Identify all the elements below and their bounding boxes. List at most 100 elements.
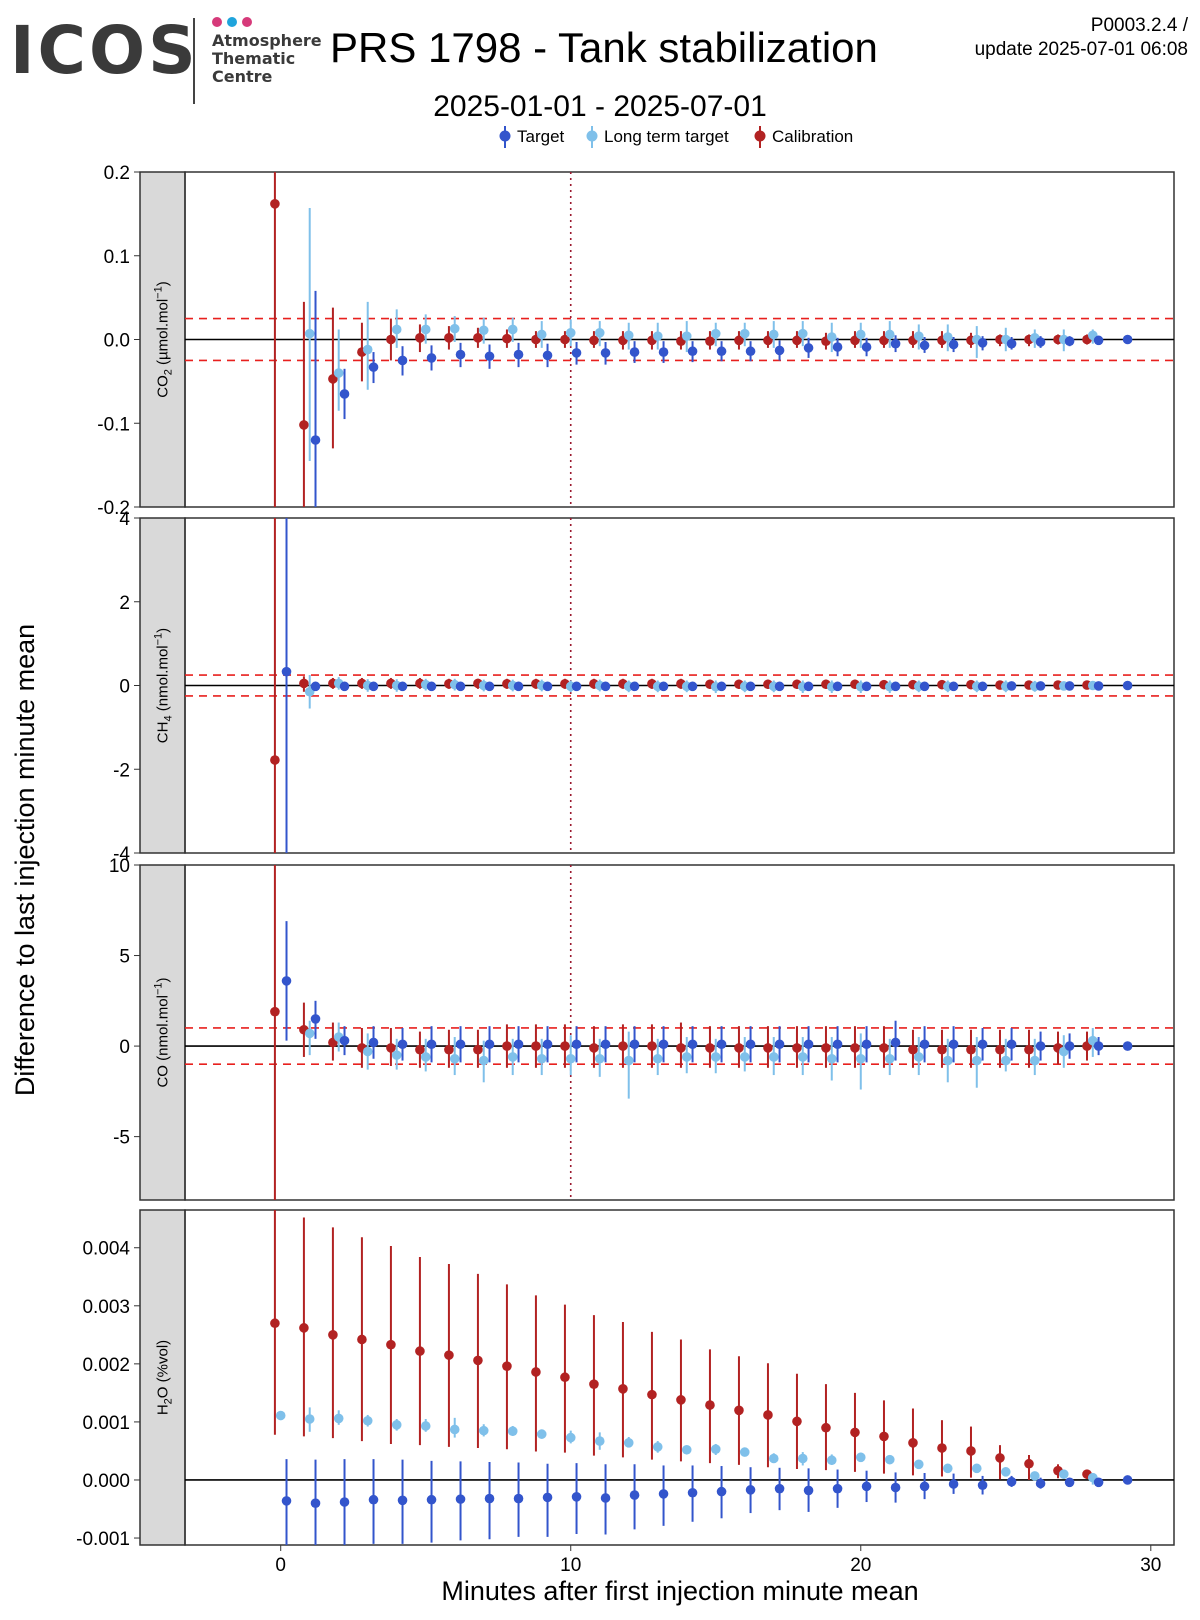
data-point xyxy=(705,1043,715,1053)
data-point xyxy=(861,342,872,352)
logo-line-3: Centre xyxy=(212,67,273,86)
data-point xyxy=(884,1454,895,1465)
data-point xyxy=(507,1052,518,1062)
data-point xyxy=(484,1039,495,1050)
y-tick-label: 10 xyxy=(109,856,130,877)
data-point xyxy=(1006,1039,1017,1050)
data-point xyxy=(855,1053,866,1064)
data-point xyxy=(531,1041,541,1051)
data-point xyxy=(826,1053,837,1064)
data-point xyxy=(426,1039,437,1050)
data-point xyxy=(571,348,582,358)
data-point xyxy=(484,351,495,362)
strip-label-part: 4 xyxy=(163,715,175,721)
data-point xyxy=(391,1420,402,1430)
y-tick-label: 0.001 xyxy=(82,1413,130,1434)
x-tick-label: 30 xyxy=(1140,1555,1161,1576)
data-point xyxy=(1035,337,1046,347)
strip-label-part: ) xyxy=(155,281,172,286)
data-point xyxy=(797,328,808,339)
data-point xyxy=(705,336,715,346)
data-point xyxy=(420,1052,431,1062)
strip-label-part: CO xyxy=(155,375,172,398)
data-point xyxy=(745,1039,756,1050)
y-tick-label: 0 xyxy=(119,677,130,698)
x-tick-label: 0 xyxy=(275,1555,286,1576)
data-point xyxy=(913,331,924,341)
legend-key-dot xyxy=(754,130,766,142)
data-point xyxy=(1024,1044,1034,1055)
series-target xyxy=(310,290,1133,507)
panel-strip xyxy=(139,1209,186,1546)
data-point xyxy=(386,1043,396,1053)
logo-dot-3 xyxy=(242,17,252,27)
data-point xyxy=(792,1043,802,1053)
data-point xyxy=(658,1489,669,1499)
data-point xyxy=(1024,1458,1034,1469)
data-point xyxy=(1006,338,1017,349)
data-point xyxy=(658,681,669,692)
data-point xyxy=(560,1372,570,1383)
y-tick-label: 2 xyxy=(119,593,130,614)
data-point xyxy=(1093,1477,1104,1488)
data-point xyxy=(826,1455,837,1466)
data-point xyxy=(589,1043,599,1053)
series-long-term-target xyxy=(304,1020,1098,1099)
data-point xyxy=(328,374,338,384)
data-point xyxy=(687,1487,698,1498)
data-point xyxy=(1122,680,1133,691)
data-point xyxy=(937,1443,947,1453)
series-long-term-target xyxy=(304,208,1098,461)
strip-label-part: 2 xyxy=(163,1398,175,1404)
data-point xyxy=(908,1438,918,1448)
data-point xyxy=(618,1041,628,1051)
series-long-term-target xyxy=(304,675,1098,709)
data-point xyxy=(507,324,518,335)
data-point xyxy=(1035,1041,1046,1051)
y-tick-label: -0.001 xyxy=(76,1529,130,1550)
data-point xyxy=(281,976,292,986)
legend-key-dot xyxy=(499,130,511,142)
data-point xyxy=(734,1043,744,1053)
data-point xyxy=(618,1384,628,1394)
data-point xyxy=(710,1444,721,1455)
logo-dot-2 xyxy=(227,17,237,27)
data-point xyxy=(966,1446,976,1456)
data-point xyxy=(473,333,483,343)
data-point xyxy=(542,1492,553,1503)
data-point xyxy=(310,435,321,445)
data-point xyxy=(681,1444,692,1455)
data-point xyxy=(368,1037,379,1048)
data-point xyxy=(1006,1476,1017,1487)
logo-subtitle: Atmosphere Thematic Centre xyxy=(212,32,322,86)
data-point xyxy=(850,335,860,346)
data-point xyxy=(681,1052,692,1062)
data-point xyxy=(536,329,547,340)
data-point xyxy=(879,1431,889,1442)
data-point xyxy=(1058,1469,1069,1479)
data-point xyxy=(942,1463,953,1474)
data-point xyxy=(966,1044,976,1055)
data-point xyxy=(623,1055,634,1066)
data-point xyxy=(304,1028,315,1039)
data-point xyxy=(565,1053,576,1064)
panel-strip-label: H2O (%vol) xyxy=(155,1340,175,1415)
data-point xyxy=(473,1044,483,1055)
data-point xyxy=(995,1044,1005,1055)
data-point xyxy=(270,199,280,209)
data-point xyxy=(560,1041,570,1051)
y-tick-label: 0.002 xyxy=(82,1355,130,1376)
data-point xyxy=(977,338,988,348)
y-tick-label: 0.1 xyxy=(104,247,130,268)
data-point xyxy=(971,1055,982,1066)
data-point xyxy=(1064,1041,1075,1051)
data-point xyxy=(768,1052,779,1062)
data-point xyxy=(536,1053,547,1064)
data-point xyxy=(339,389,350,399)
series-target xyxy=(281,921,1133,1063)
data-point xyxy=(484,681,495,692)
data-point xyxy=(803,343,814,353)
data-point xyxy=(368,681,379,692)
data-point xyxy=(1000,1467,1011,1477)
data-point xyxy=(339,681,350,692)
